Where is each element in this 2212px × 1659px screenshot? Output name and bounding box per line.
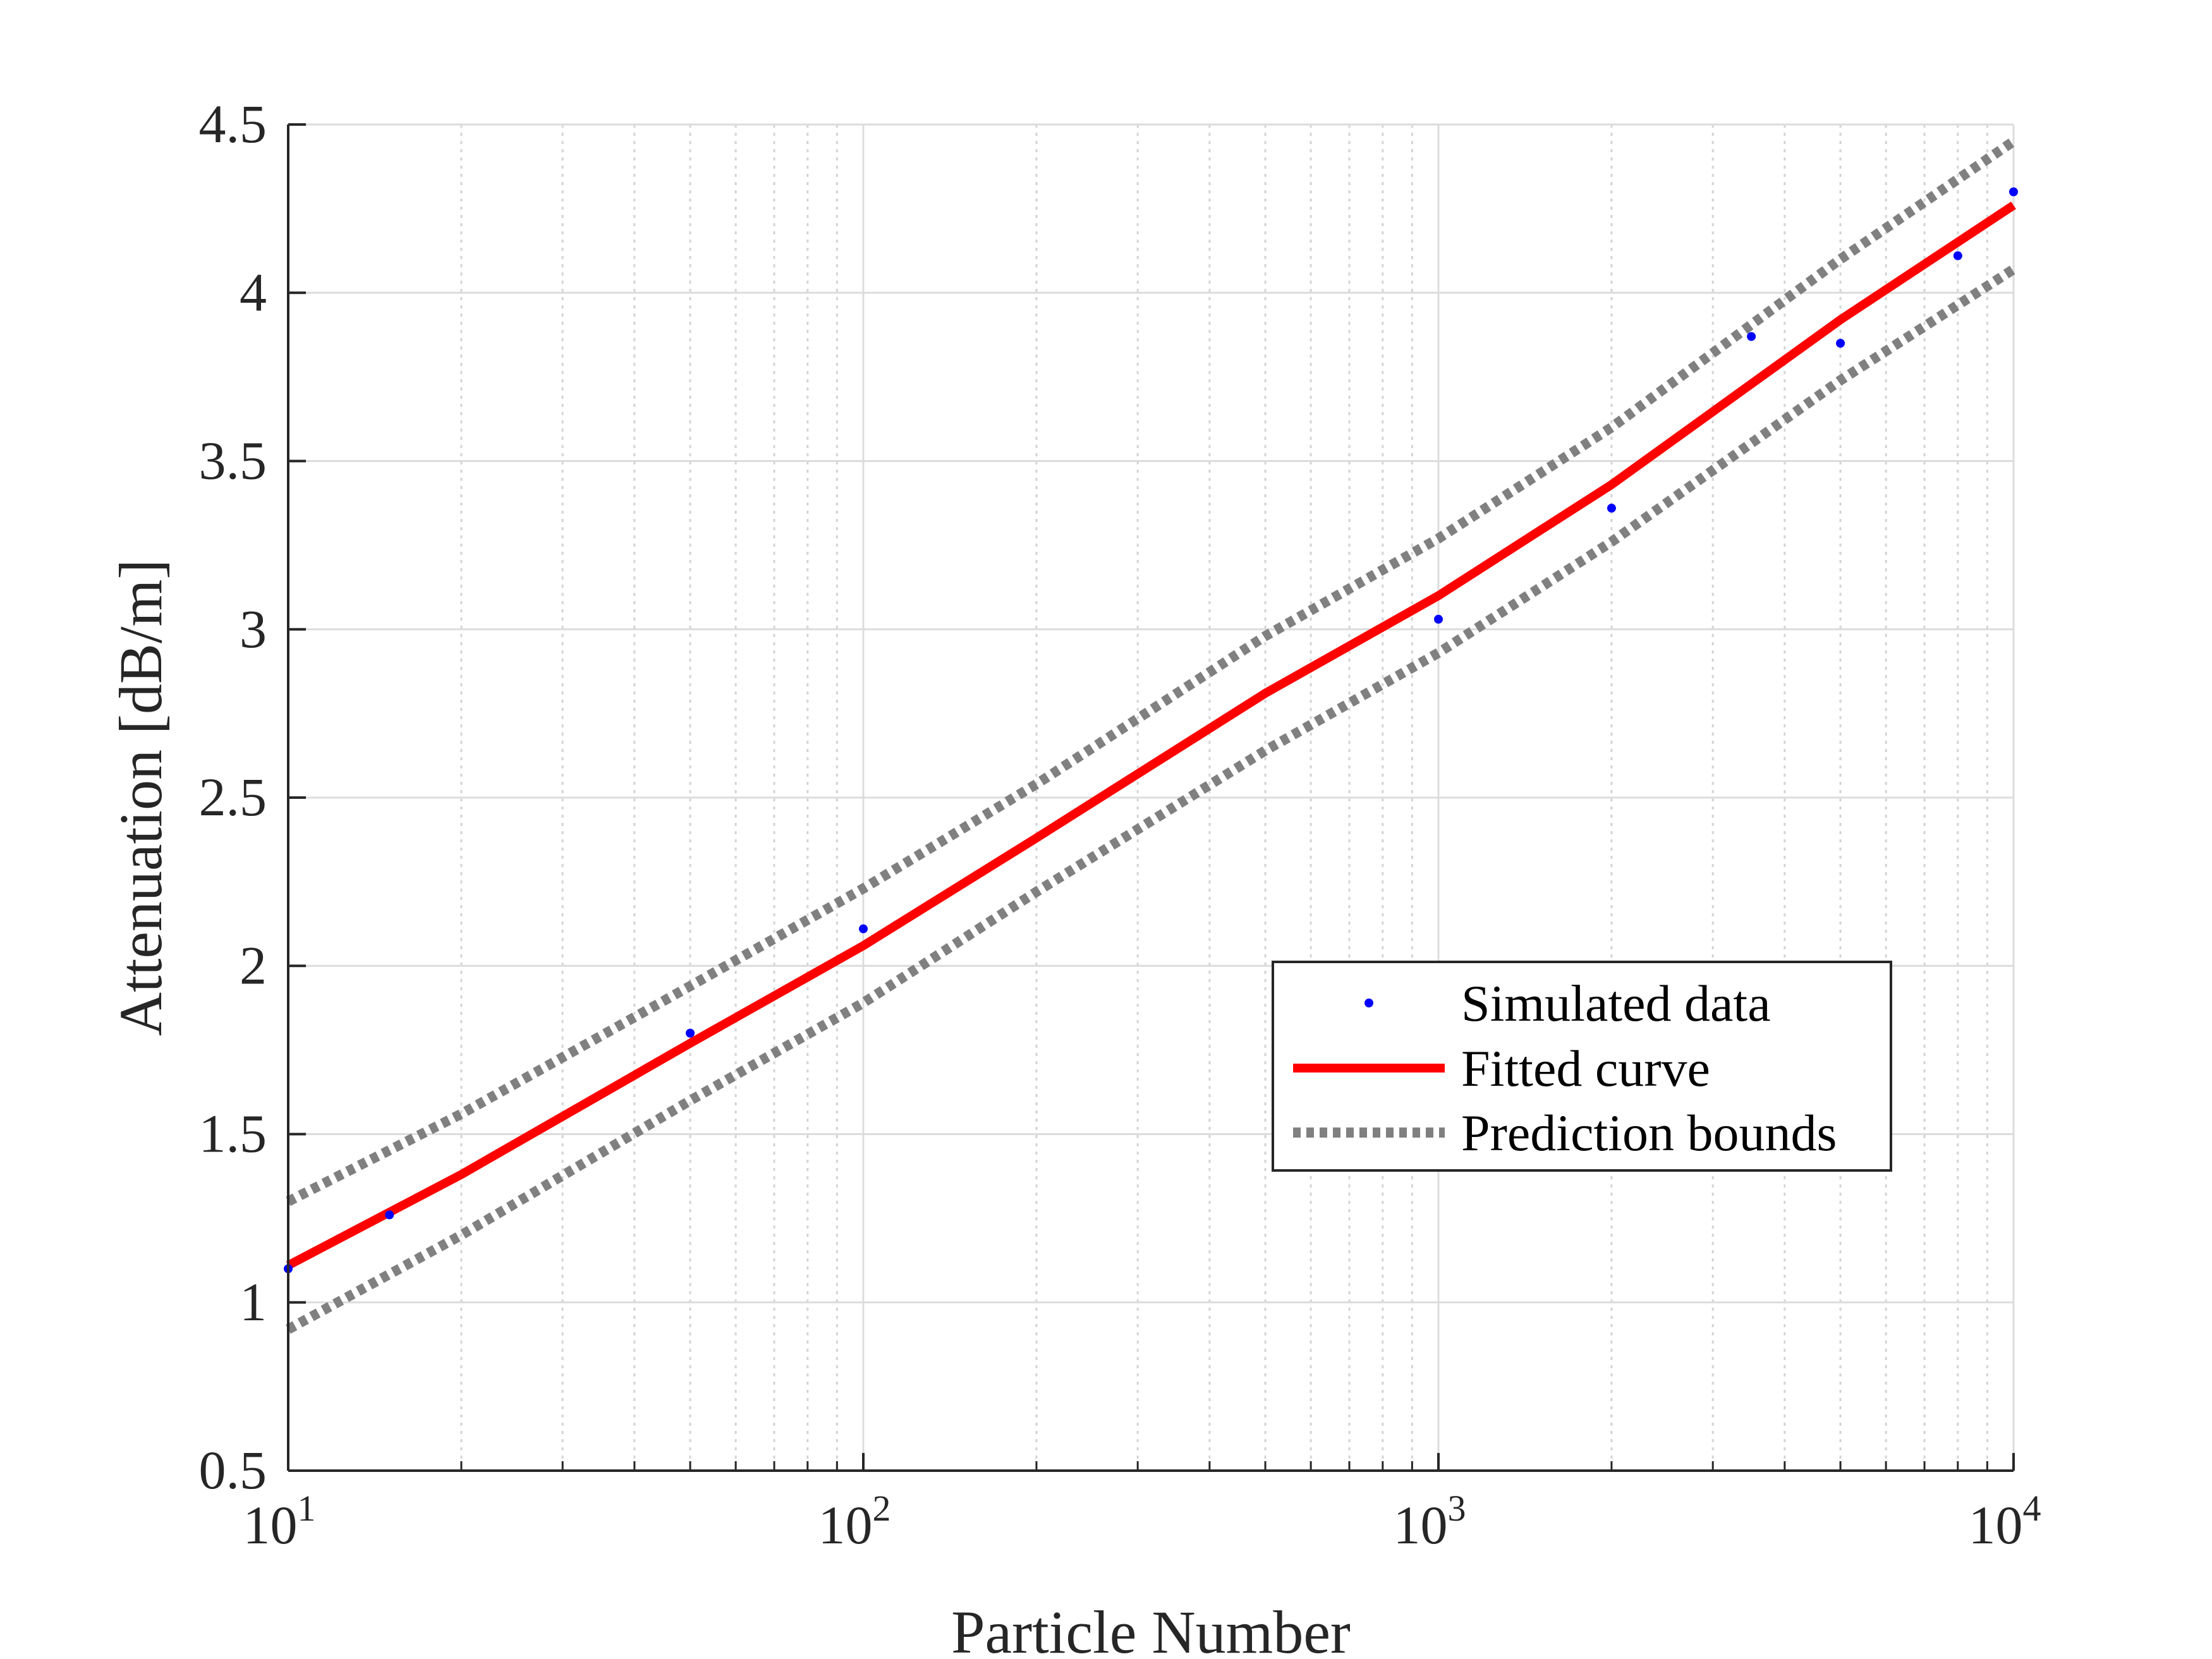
simulated-data-point	[1747, 332, 1756, 341]
upper-prediction-bound	[286, 137, 2017, 1206]
legend-label-fitted-curve: Fitted curve	[1461, 1040, 1710, 1097]
simulated-data-point	[1434, 614, 1443, 624]
x-tick-exponent: 4	[2023, 1488, 2041, 1529]
simulated-data-point	[2009, 187, 2018, 197]
y-tick-label: 4	[240, 262, 267, 322]
x-tick-exponent: 1	[298, 1488, 316, 1529]
legend-label-simulated-data: Simulated data	[1461, 975, 1771, 1032]
x-tick-label: 103	[1394, 1488, 1466, 1555]
legend-marker-simulated-data	[1364, 999, 1373, 1007]
y-tick-label: 0.5	[199, 1440, 267, 1500]
legend-label-prediction-bounds: Prediction bounds	[1461, 1104, 1837, 1162]
x-tick-base: 10	[818, 1495, 873, 1555]
simulated-data-point	[1836, 339, 1845, 348]
simulated-data-point	[686, 1028, 695, 1038]
y-tick-label: 1	[240, 1272, 267, 1332]
x-tick-base: 10	[1969, 1495, 2023, 1555]
x-axis-title: Particle Number	[951, 1598, 1351, 1659]
x-tick-exponent: 2	[873, 1488, 891, 1529]
y-tick-label: 2	[240, 935, 267, 995]
lower-prediction-bound	[286, 265, 2017, 1334]
x-tick-label: 101	[243, 1488, 316, 1555]
simulated-data-point	[1607, 504, 1616, 513]
simulated-data-point	[1953, 251, 1962, 260]
y-tick-label: 4.5	[199, 94, 267, 154]
fitted-curve	[286, 201, 2016, 1270]
x-tick-base: 10	[243, 1495, 298, 1555]
x-tick-label: 104	[1969, 1488, 2041, 1555]
simulated-data-point	[859, 924, 868, 933]
x-tick-exponent: 3	[1448, 1488, 1466, 1529]
series-layer	[284, 137, 2018, 1334]
y-axis-title: Attenuation [dB/m]	[107, 559, 174, 1036]
y-tick-label: 3.5	[199, 430, 267, 491]
y-tick-label: 2.5	[199, 767, 267, 827]
y-tick-label: 1.5	[199, 1103, 267, 1164]
y-tick-label: 3	[240, 599, 267, 659]
axes	[287, 123, 2015, 1472]
x-tick-label: 102	[818, 1488, 891, 1555]
x-tick-base: 10	[1394, 1495, 1448, 1555]
simulated-data-point	[385, 1210, 394, 1220]
legend: Simulated data Fitted curve Prediction bou…	[1272, 961, 1892, 1172]
